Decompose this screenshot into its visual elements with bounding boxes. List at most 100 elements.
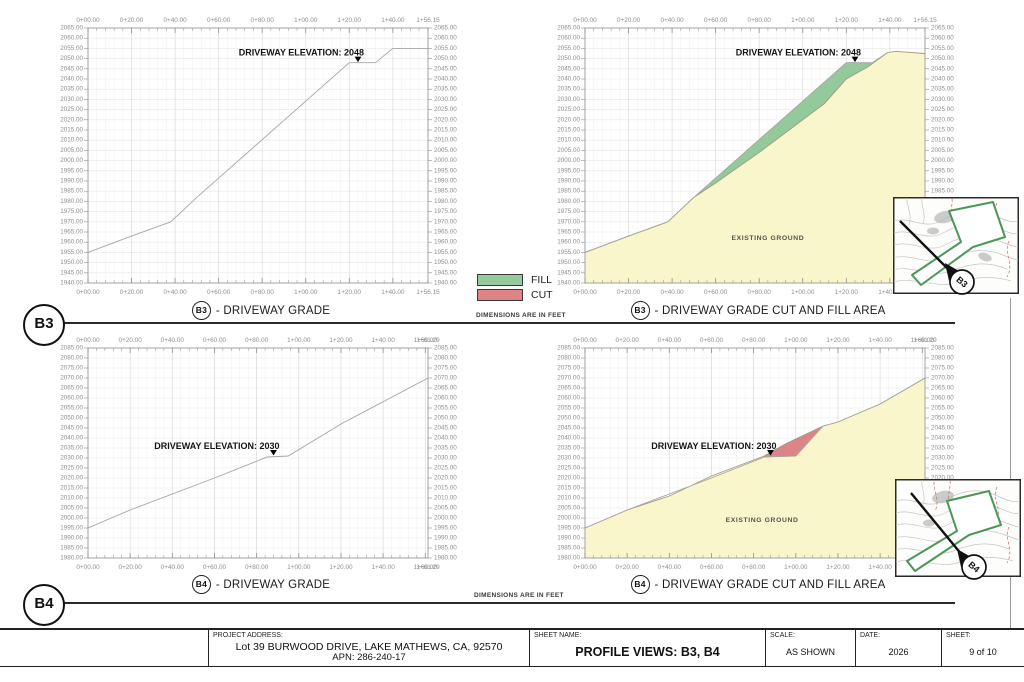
svg-text:1980.00: 1980.00: [557, 555, 580, 562]
svg-text:1+40.00: 1+40.00: [381, 17, 405, 24]
svg-text:1+60.00: 1+60.00: [414, 337, 438, 344]
svg-text:0+80.00: 0+80.00: [742, 564, 766, 571]
svg-text:2010.00: 2010.00: [931, 137, 954, 144]
project-address-cell: PROJECT ADDRESS: Lot 39 BURWOOD DRIVE, L…: [209, 630, 530, 666]
svg-text:0+80.00: 0+80.00: [748, 17, 772, 24]
svg-text:1965.00: 1965.00: [557, 229, 580, 236]
svg-text:2020.00: 2020.00: [434, 116, 457, 123]
dimensions-note-top: DIMENSIONS ARE IN FEET: [476, 312, 566, 319]
svg-text:2055.00: 2055.00: [931, 405, 954, 412]
svg-text:2025.00: 2025.00: [60, 106, 83, 113]
svg-text:1+00.00: 1+00.00: [294, 17, 318, 24]
svg-text:1990.00: 1990.00: [557, 178, 580, 185]
keymap-inset-b3: B3: [893, 197, 1019, 295]
svg-text:1+00.00: 1+00.00: [294, 289, 318, 296]
svg-text:1995.00: 1995.00: [557, 525, 580, 532]
svg-text:2005.00: 2005.00: [931, 147, 954, 154]
svg-text:2065.00: 2065.00: [557, 385, 580, 392]
svg-text:0+20.00: 0+20.00: [617, 17, 641, 24]
svg-text:2015.00: 2015.00: [60, 127, 83, 134]
svg-text:2040.00: 2040.00: [60, 76, 83, 83]
svg-text:1995.00: 1995.00: [60, 167, 83, 174]
svg-text:1960.00: 1960.00: [60, 239, 83, 246]
svg-text:2085.00: 2085.00: [434, 345, 457, 352]
date-cell: DATE: 2026: [856, 630, 942, 666]
project-address-line1: Lot 39 BURWOOD DRIVE, LAKE MATHEWS, CA, …: [235, 640, 503, 653]
svg-text:1990.00: 1990.00: [434, 178, 457, 185]
svg-text:2030.00: 2030.00: [557, 455, 580, 462]
section-marker-b3: B3: [23, 304, 65, 346]
svg-text:1940.00: 1940.00: [60, 280, 83, 287]
keymap-inset-b4: B4: [895, 479, 1021, 580]
svg-text:2065.00: 2065.00: [60, 25, 83, 32]
svg-text:1980.00: 1980.00: [434, 555, 457, 562]
svg-text:1+20.00: 1+20.00: [338, 289, 362, 296]
svg-text:1+00.00: 1+00.00: [287, 337, 311, 344]
svg-text:2065.00: 2065.00: [434, 385, 457, 392]
detail-badge-b4: B4: [630, 575, 650, 594]
svg-text:1990.00: 1990.00: [60, 178, 83, 185]
svg-text:0+20.00: 0+20.00: [616, 337, 640, 344]
svg-text:2025.00: 2025.00: [931, 106, 954, 113]
svg-text:1+00.00: 1+00.00: [784, 564, 808, 571]
svg-text:2015.00: 2015.00: [557, 127, 580, 134]
svg-text:0+20.00: 0+20.00: [119, 337, 143, 344]
svg-text:2010.00: 2010.00: [434, 137, 457, 144]
svg-text:1985.00: 1985.00: [557, 545, 580, 552]
caption-b4-cutfill: B4 - DRIVEWAY GRADE CUT AND FILL AREA: [557, 575, 959, 594]
svg-text:2050.00: 2050.00: [557, 415, 580, 422]
svg-text:1+00.00: 1+00.00: [287, 564, 311, 571]
svg-text:0+60.00: 0+60.00: [203, 564, 227, 571]
svg-text:2055.00: 2055.00: [434, 45, 457, 52]
svg-text:2020.00: 2020.00: [434, 475, 457, 482]
section-line-b3: [57, 322, 955, 324]
sheet-border-line: [1010, 298, 1011, 628]
caption-text: - DRIVEWAY GRADE CUT AND FILL AREA: [654, 578, 886, 591]
svg-text:0+40.00: 0+40.00: [161, 337, 185, 344]
svg-text:1985.00: 1985.00: [60, 188, 83, 195]
svg-text:2000.00: 2000.00: [434, 515, 457, 522]
svg-text:0+00.00: 0+00.00: [573, 17, 597, 24]
svg-text:2020.00: 2020.00: [60, 475, 83, 482]
svg-text:0+00.00: 0+00.00: [76, 564, 100, 571]
svg-text:1+20.00: 1+20.00: [338, 17, 362, 24]
scale-label: SCALE:: [770, 632, 795, 639]
svg-text:1980.00: 1980.00: [60, 198, 83, 205]
scale-cell: SCALE: AS SHOWN: [766, 630, 856, 666]
svg-text:0+00.00: 0+00.00: [573, 564, 597, 571]
svg-text:0+00.00: 0+00.00: [76, 17, 100, 24]
svg-text:1985.00: 1985.00: [434, 188, 457, 195]
svg-text:1995.00: 1995.00: [60, 525, 83, 532]
svg-text:0+40.00: 0+40.00: [163, 289, 187, 296]
svg-text:2005.00: 2005.00: [557, 505, 580, 512]
svg-text:2015.00: 2015.00: [557, 485, 580, 492]
svg-text:2080.00: 2080.00: [931, 355, 954, 362]
svg-text:0+20.00: 0+20.00: [119, 564, 143, 571]
svg-text:1+00.00: 1+00.00: [791, 17, 815, 24]
svg-text:2035.00: 2035.00: [434, 86, 457, 93]
svg-text:2045.00: 2045.00: [434, 425, 457, 432]
svg-text:2050.00: 2050.00: [434, 415, 457, 422]
svg-text:1+20.00: 1+20.00: [835, 17, 859, 24]
svg-text:1+40.00: 1+40.00: [878, 17, 902, 24]
svg-text:0+80.00: 0+80.00: [742, 337, 766, 344]
svg-text:2025.00: 2025.00: [434, 465, 457, 472]
svg-text:1995.00: 1995.00: [434, 167, 457, 174]
svg-text:1955.00: 1955.00: [557, 249, 580, 256]
svg-text:0+20.00: 0+20.00: [616, 564, 640, 571]
section-line-b4: [57, 602, 955, 604]
svg-text:2045.00: 2045.00: [931, 65, 954, 72]
svg-text:2035.00: 2035.00: [60, 445, 83, 452]
svg-text:1985.00: 1985.00: [434, 545, 457, 552]
svg-text:2080.00: 2080.00: [60, 355, 83, 362]
svg-text:0+40.00: 0+40.00: [161, 564, 185, 571]
svg-text:0+60.00: 0+60.00: [700, 337, 724, 344]
driveway-outline: [906, 490, 1002, 572]
svg-text:2010.00: 2010.00: [60, 137, 83, 144]
svg-text:2010.00: 2010.00: [557, 495, 580, 502]
svg-text:2015.00: 2015.00: [60, 485, 83, 492]
svg-text:1950.00: 1950.00: [60, 259, 83, 266]
svg-text:2045.00: 2045.00: [60, 425, 83, 432]
svg-text:2035.00: 2035.00: [931, 445, 954, 452]
fill-swatch: [477, 274, 523, 286]
